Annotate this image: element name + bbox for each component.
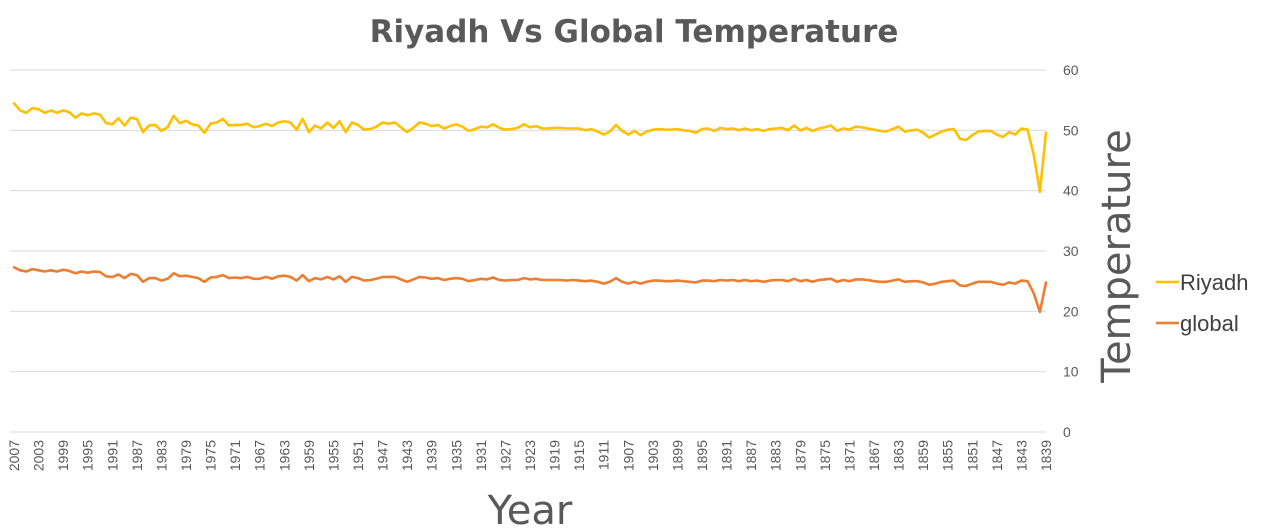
x-tick-label: 1875 bbox=[817, 440, 833, 471]
x-tick-label: 1883 bbox=[768, 440, 784, 471]
x-tick-label: 1891 bbox=[719, 440, 735, 471]
x-tick-label: 1915 bbox=[571, 440, 587, 471]
legend-label-global: global bbox=[1180, 311, 1239, 336]
x-tick-label: 1983 bbox=[153, 440, 169, 471]
series-lines bbox=[12, 101, 1048, 314]
legend-label-riyadh: Riyadh bbox=[1180, 270, 1248, 295]
x-tick-label: 1951 bbox=[350, 440, 366, 471]
x-tick-label: 1967 bbox=[252, 440, 268, 471]
x-tick-label: 1987 bbox=[129, 440, 145, 471]
y-axis-label: Temperature bbox=[1094, 129, 1140, 383]
x-tick-label: 1911 bbox=[596, 440, 612, 470]
x-tick-label: 1923 bbox=[522, 440, 538, 471]
grid-lines bbox=[10, 69, 1046, 433]
y-tick-label: 0 bbox=[1063, 424, 1071, 440]
x-tick-label: 1927 bbox=[497, 440, 513, 471]
x-tick-label: 1879 bbox=[792, 440, 808, 471]
x-tick-label: 1899 bbox=[669, 440, 685, 471]
series-line-riyadh bbox=[12, 101, 1048, 194]
x-tick-label: 2003 bbox=[31, 440, 47, 471]
x-tick-label: 1863 bbox=[891, 440, 907, 471]
x-tick-label: 1931 bbox=[473, 440, 489, 471]
x-tick-label: 1991 bbox=[104, 440, 120, 471]
x-tick-label: 1975 bbox=[203, 440, 219, 471]
x-tick-label: 1959 bbox=[301, 440, 317, 471]
x-tick-label: 1947 bbox=[375, 440, 391, 471]
y-tick-label: 50 bbox=[1063, 122, 1079, 138]
x-tick-label: 1907 bbox=[620, 440, 636, 471]
y-tick-label: 40 bbox=[1063, 183, 1079, 199]
x-tick-label: 1859 bbox=[915, 440, 931, 471]
x-tick-label: 1843 bbox=[1013, 440, 1029, 471]
x-tick-label: 1919 bbox=[547, 440, 563, 471]
x-tick-label: 1895 bbox=[694, 440, 710, 471]
x-tick-label: 1847 bbox=[989, 440, 1005, 471]
x-tick-label: 1903 bbox=[645, 440, 661, 471]
y-tick-label: 20 bbox=[1063, 303, 1079, 319]
series-line-global bbox=[12, 265, 1048, 314]
x-tick-label: 1971 bbox=[227, 440, 243, 471]
x-axis-label: Year bbox=[487, 488, 573, 532]
y-axis: 0 10 20 30 40 50 60 bbox=[1063, 62, 1079, 440]
x-tick-label: 1995 bbox=[80, 440, 96, 471]
x-tick-label: 1867 bbox=[866, 440, 882, 471]
x-tick-label: 1999 bbox=[55, 440, 71, 471]
x-tick-label: 1887 bbox=[743, 440, 759, 471]
x-tick-label: 2007 bbox=[6, 440, 22, 471]
x-tick-label: 1963 bbox=[276, 440, 292, 471]
x-tick-label: 1939 bbox=[424, 440, 440, 471]
chart-title: Riyadh Vs Global Temperature bbox=[370, 14, 899, 50]
x-tick-label: 1979 bbox=[178, 440, 194, 471]
x-tick-label: 1871 bbox=[841, 440, 857, 471]
y-tick-label: 10 bbox=[1063, 364, 1079, 380]
x-tick-label: 1955 bbox=[325, 440, 341, 471]
y-tick-label: 30 bbox=[1063, 243, 1079, 259]
x-tick-label: 1851 bbox=[964, 440, 980, 471]
x-tick-label: 1943 bbox=[399, 440, 415, 471]
x-axis: 2007 2003 1999 1995 1991 1987 1983 1979 1975 1971… bbox=[6, 440, 1054, 471]
x-tick-label: 1935 bbox=[448, 440, 464, 471]
x-tick-label: 1855 bbox=[940, 440, 956, 471]
y-tick-label: 60 bbox=[1063, 62, 1079, 78]
x-tick-label: 1839 bbox=[1038, 440, 1054, 471]
legend: Riyadh global bbox=[1156, 270, 1248, 336]
